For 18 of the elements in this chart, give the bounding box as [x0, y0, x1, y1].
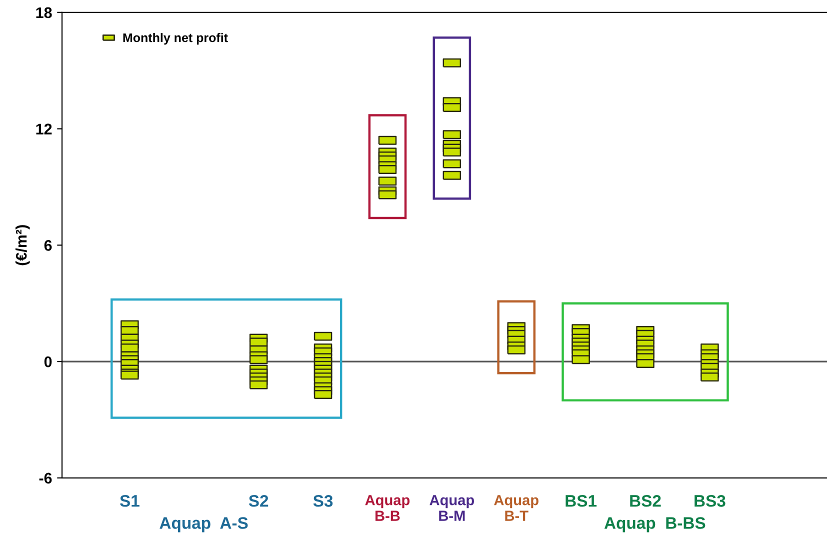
x-tick-label: Aquap B-B — [365, 495, 410, 521]
x-tick-label: BS1 — [566, 495, 597, 507]
y-tick-label: -6 — [39, 472, 52, 484]
x-tick-label: BS3 — [694, 495, 726, 507]
x-tick-label: S3 — [313, 495, 333, 507]
y-axis-title: (€/m²) — [16, 225, 30, 266]
legend-label: Monthly net profit — [123, 32, 228, 45]
x-tick-label: BS2 — [630, 495, 661, 507]
y-tick-label: 12 — [36, 124, 52, 134]
x-tick-label: S1 — [120, 495, 140, 507]
x-tick-label: S2 — [248, 495, 268, 507]
x-tick-label: Aquap B-T — [494, 495, 538, 521]
y-tick-label: 0 — [44, 356, 52, 368]
text: Aquap B-BS — [604, 517, 706, 532]
y-tick-label: 18 — [36, 7, 52, 18]
text: Aquap A-S — [160, 517, 248, 532]
y-tick-label: 6 — [44, 240, 52, 251]
x-tick-label: Aquap B-M — [430, 495, 474, 521]
